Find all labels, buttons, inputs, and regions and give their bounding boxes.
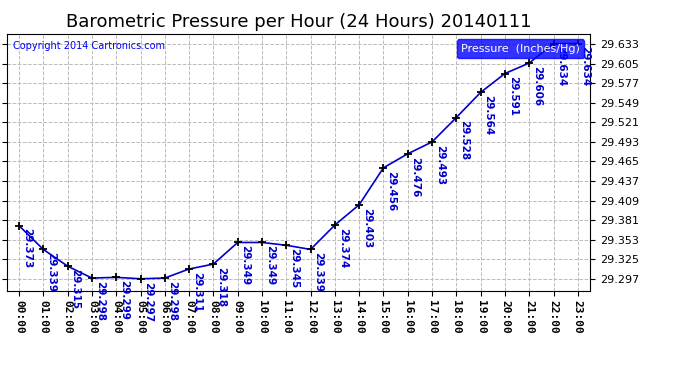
- Pressure  (Inches/Hg): [428, 140, 436, 144]
- Text: 29.634: 29.634: [556, 46, 566, 87]
- Text: 29.318: 29.318: [216, 267, 226, 307]
- Text: 29.564: 29.564: [484, 95, 493, 135]
- Text: 29.297: 29.297: [144, 282, 153, 322]
- Text: 29.476: 29.476: [411, 157, 420, 197]
- Text: 29.339: 29.339: [46, 252, 56, 292]
- Text: 29.298: 29.298: [95, 281, 105, 321]
- Pressure  (Inches/Hg): [209, 262, 217, 266]
- Text: 29.591: 29.591: [508, 76, 518, 116]
- Pressure  (Inches/Hg): [112, 275, 120, 280]
- Text: 29.456: 29.456: [386, 171, 396, 211]
- Pressure  (Inches/Hg): [404, 152, 412, 156]
- Pressure  (Inches/Hg): [39, 247, 48, 252]
- Pressure  (Inches/Hg): [233, 240, 242, 245]
- Line: Pressure  (Inches/Hg): Pressure (Inches/Hg): [15, 39, 582, 283]
- Pressure  (Inches/Hg): [549, 41, 558, 46]
- Pressure  (Inches/Hg): [88, 276, 96, 280]
- Pressure  (Inches/Hg): [573, 41, 582, 46]
- Text: 29.493: 29.493: [435, 145, 445, 185]
- Text: 29.345: 29.345: [289, 248, 299, 288]
- Pressure  (Inches/Hg): [185, 267, 193, 271]
- Text: 29.298: 29.298: [168, 281, 177, 321]
- Text: Copyright 2014 Cartronics.com: Copyright 2014 Cartronics.com: [12, 42, 165, 51]
- Pressure  (Inches/Hg): [380, 165, 388, 170]
- Pressure  (Inches/Hg): [15, 224, 23, 228]
- Pressure  (Inches/Hg): [63, 264, 72, 268]
- Text: 29.311: 29.311: [192, 272, 202, 312]
- Text: 29.606: 29.606: [532, 66, 542, 106]
- Text: 29.299: 29.299: [119, 280, 129, 320]
- Pressure  (Inches/Hg): [161, 276, 169, 280]
- Legend: Pressure  (Inches/Hg): Pressure (Inches/Hg): [457, 39, 584, 58]
- Pressure  (Inches/Hg): [477, 90, 485, 94]
- Text: 29.634: 29.634: [580, 46, 591, 87]
- Pressure  (Inches/Hg): [306, 247, 315, 252]
- Pressure  (Inches/Hg): [258, 240, 266, 245]
- Text: 29.528: 29.528: [459, 120, 469, 160]
- Pressure  (Inches/Hg): [452, 115, 460, 120]
- Pressure  (Inches/Hg): [282, 243, 290, 248]
- Text: 29.373: 29.373: [22, 228, 32, 269]
- Pressure  (Inches/Hg): [137, 276, 145, 281]
- Text: 29.349: 29.349: [265, 245, 275, 285]
- Text: 29.403: 29.403: [362, 207, 372, 248]
- Text: 29.339: 29.339: [313, 252, 324, 292]
- Text: 29.349: 29.349: [241, 245, 250, 285]
- Pressure  (Inches/Hg): [355, 202, 364, 207]
- Text: 29.315: 29.315: [70, 269, 81, 309]
- Title: Barometric Pressure per Hour (24 Hours) 20140111: Barometric Pressure per Hour (24 Hours) …: [66, 13, 531, 31]
- Pressure  (Inches/Hg): [525, 61, 533, 65]
- Text: 29.374: 29.374: [337, 228, 348, 268]
- Pressure  (Inches/Hg): [501, 71, 509, 76]
- Pressure  (Inches/Hg): [331, 223, 339, 227]
